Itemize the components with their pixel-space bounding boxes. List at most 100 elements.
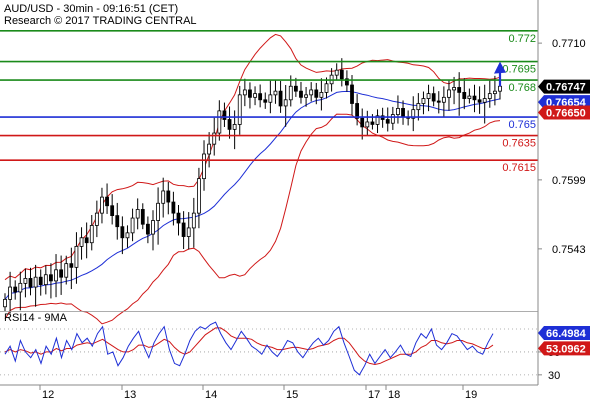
candle xyxy=(447,80,451,111)
candle-body xyxy=(441,96,446,103)
price-tick-label: 0.7710 xyxy=(552,38,586,50)
candle xyxy=(151,210,155,251)
price-tag-box xyxy=(538,105,590,120)
candle-body xyxy=(360,117,365,128)
candle xyxy=(253,86,257,106)
candle-body xyxy=(411,109,416,119)
support-resistance-levels: 0.772 0.7695 0.768 0.765 0.7635 0.7615 xyxy=(0,29,538,174)
candle xyxy=(161,177,166,218)
candle-body xyxy=(452,87,456,91)
candle-body xyxy=(191,212,196,229)
level-label: 0.7695 xyxy=(502,64,536,76)
candle xyxy=(130,208,135,242)
candle-body xyxy=(105,196,109,207)
candle-body xyxy=(263,99,268,103)
time-tick-label: 12 xyxy=(42,389,54,400)
candle xyxy=(416,93,421,121)
candle-body xyxy=(421,98,426,104)
bollinger-lower xyxy=(4,113,501,325)
candle xyxy=(84,222,89,259)
candle xyxy=(487,80,492,108)
candle-body xyxy=(217,110,222,134)
candle-body xyxy=(390,114,395,124)
candle xyxy=(8,271,13,314)
candle-body xyxy=(74,245,79,268)
candle xyxy=(3,293,7,312)
candle xyxy=(396,95,400,124)
level-label: 0.765 xyxy=(508,119,536,131)
candle-body xyxy=(13,286,18,293)
candle-body xyxy=(492,90,497,95)
candle xyxy=(426,84,431,112)
candle xyxy=(278,81,283,113)
candle xyxy=(345,70,349,92)
time-tick-label: 14 xyxy=(205,389,217,400)
candle-body xyxy=(472,95,477,101)
candle-body xyxy=(436,100,441,103)
price-tag-label: 0.76650 xyxy=(546,108,586,120)
candle-body xyxy=(457,87,462,93)
candle-body xyxy=(339,69,344,80)
level-label: 0.7615 xyxy=(502,162,536,174)
candle-body xyxy=(283,99,288,107)
candle xyxy=(166,181,171,215)
candle-body xyxy=(202,153,206,180)
candle-body xyxy=(181,222,186,237)
candle xyxy=(64,255,69,285)
candle xyxy=(145,216,150,244)
candle-body xyxy=(151,220,155,235)
candle-body xyxy=(498,85,502,92)
candle-body xyxy=(268,94,273,103)
candle-body xyxy=(43,274,48,285)
candle-body xyxy=(401,108,405,118)
candle xyxy=(467,88,472,104)
candle-body xyxy=(482,98,487,103)
candle-body xyxy=(23,278,28,284)
candle xyxy=(28,267,33,296)
time-tick-label: 17 xyxy=(368,389,380,400)
candle-body xyxy=(462,92,467,99)
level-label: 0.772 xyxy=(508,33,536,45)
candle xyxy=(59,255,64,295)
candle-body xyxy=(447,89,451,98)
time-tick-label: 15 xyxy=(286,389,298,400)
rsi-value-tag-box xyxy=(538,326,590,341)
candle-body xyxy=(467,95,472,99)
candle-body xyxy=(145,223,150,235)
candle-body xyxy=(33,276,38,288)
candle-body xyxy=(324,83,329,93)
candle xyxy=(33,264,38,307)
candle xyxy=(477,86,482,114)
candle xyxy=(421,91,426,115)
candle-body xyxy=(79,237,84,247)
candle-body xyxy=(237,94,242,125)
candle-body xyxy=(385,119,390,124)
candle xyxy=(273,79,278,104)
candle-body xyxy=(186,227,191,237)
candle-body xyxy=(28,278,33,288)
candle-body xyxy=(319,92,324,98)
candle-body xyxy=(227,119,232,130)
candle xyxy=(89,215,94,251)
candle xyxy=(314,82,319,105)
candle xyxy=(227,106,232,139)
candle-body xyxy=(426,93,431,99)
candle-body xyxy=(396,108,400,115)
candle-body xyxy=(166,190,171,203)
candle-body xyxy=(355,103,360,119)
candle xyxy=(452,76,456,105)
candle xyxy=(304,86,308,107)
candle xyxy=(385,107,390,132)
candle-body xyxy=(248,89,252,98)
price-tick-label: 0.7543 xyxy=(552,244,586,256)
candle-body xyxy=(18,282,23,293)
candle-body xyxy=(54,269,58,282)
candle-body xyxy=(477,99,482,103)
candle xyxy=(23,268,28,298)
candle-body xyxy=(232,124,237,130)
candle-body xyxy=(64,263,69,278)
candle-body xyxy=(84,237,89,244)
candle-body xyxy=(242,89,247,96)
candle xyxy=(176,204,181,236)
candle xyxy=(202,140,206,191)
